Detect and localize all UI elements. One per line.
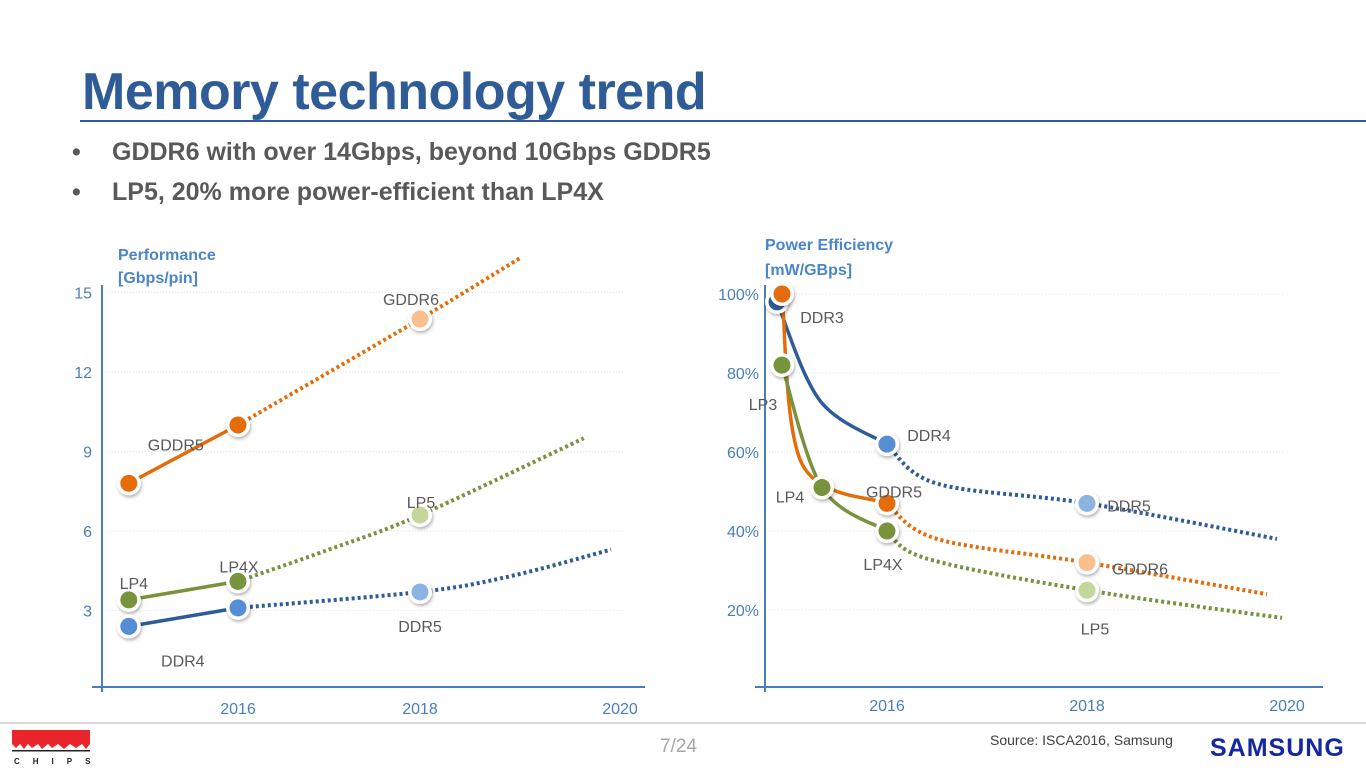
data-point: [1078, 494, 1096, 512]
data-point: [120, 474, 138, 492]
data-point-label: DDR5: [398, 619, 442, 636]
data-point: [229, 416, 247, 434]
footer-divider: [0, 722, 1366, 724]
samsung-logo: SAMSUNG: [1210, 734, 1345, 762]
bullet-text: GDDR6 with over 14Gbps, beyond 10Gbps GD…: [112, 138, 711, 166]
data-point-label: GDDR6: [1112, 562, 1168, 579]
slide-title: Memory technology trend: [82, 63, 707, 121]
series-projection-line: [885, 501, 1268, 597]
power-efficiency-chart: 20% 40% 60% 80% 100% 2016 2018 2020 Power Effici…: [718, 237, 1323, 715]
y-tick-label: 12: [74, 365, 92, 382]
y-tick-label: 80%: [727, 366, 759, 383]
bullet-list: • GDDR6 with over 14Gbps, beyond 10Gbps G…: [72, 132, 711, 212]
data-point: [878, 522, 896, 540]
y-tick-label: 60%: [727, 445, 759, 462]
data-point-label: LP5: [407, 495, 436, 512]
series-line: [128, 579, 239, 602]
series-projection-line: [236, 256, 522, 427]
data-point: [411, 310, 429, 328]
x-tick-label: 2020: [1269, 698, 1305, 715]
data-point-label: GDDR5: [148, 437, 204, 454]
y-tick-label: 6: [83, 524, 92, 541]
y-tick-label: 9: [83, 445, 92, 462]
y-axis-title: [mW/GBps]: [765, 262, 852, 279]
svg-text:CHIPS: CHIPS: [14, 757, 92, 766]
data-point: [229, 572, 247, 590]
bullet-icon: •: [72, 178, 81, 206]
series-projection-line: [237, 436, 585, 584]
y-tick-label: 3: [83, 604, 92, 621]
data-point-label: LP4: [120, 576, 149, 593]
y-axis-title: Performance: [118, 247, 216, 264]
data-point: [411, 583, 429, 601]
series-projection-line: [885, 529, 1283, 620]
hot-chips-logo: CHIPS: [12, 730, 92, 766]
x-tick-label: 2016: [869, 698, 905, 715]
x-tick-label: 2018: [1069, 698, 1105, 715]
y-tick-label: 20%: [727, 603, 759, 620]
x-tick-label: 2018: [402, 701, 438, 718]
y-tick-label: 40%: [727, 524, 759, 541]
bullet-text: LP5, 20% more power-efficient than LP4X: [112, 178, 604, 206]
y-axis-title: Power Efficiency: [765, 237, 893, 254]
data-point-label: DDR3: [800, 310, 844, 327]
y-tick-label: 15: [74, 286, 92, 303]
data-point: [773, 285, 791, 303]
series-line: [127, 423, 239, 485]
y-tick-label: 100%: [718, 287, 759, 304]
data-point-label: DDR4: [907, 428, 951, 445]
data-point: [878, 494, 896, 512]
bullet-icon: •: [72, 138, 81, 166]
data-point: [813, 479, 831, 497]
series-line: [780, 293, 888, 505]
y-axis-title: [Gbps/pin]: [118, 270, 198, 287]
data-point-label: GDDR5: [866, 484, 922, 501]
x-tick-label: 2020: [602, 701, 638, 718]
series-projection-line: [885, 442, 1278, 541]
data-point-label: DDR4: [161, 653, 205, 670]
data-point-label: DDR5: [1107, 498, 1151, 515]
data-point-label: LP4X: [863, 557, 902, 574]
source-note: Source: ISCA2016, Samsung: [990, 732, 1173, 748]
data-point: [878, 435, 896, 453]
data-point-label: LP3: [749, 397, 778, 414]
series-line: [128, 606, 239, 629]
bullet-item: • LP5, 20% more power-efficient than LP4X: [72, 172, 711, 212]
series-projection-line: [237, 547, 612, 610]
data-point: [411, 506, 429, 524]
data-point: [120, 591, 138, 609]
data-point-label: LP4X: [219, 559, 258, 576]
data-point: [229, 599, 247, 617]
performance-chart: 3 6 9 12 15 2016 2018 2020 Performance [Gbps/pin]…: [74, 247, 645, 718]
data-point-label: LP5: [1081, 621, 1110, 638]
data-point: [120, 617, 138, 635]
bullet-item: • GDDR6 with over 14Gbps, beyond 10Gbps G…: [72, 132, 711, 172]
data-point: [1078, 581, 1096, 599]
title-divider: [80, 120, 1366, 122]
data-point: [773, 356, 791, 374]
data-point: [1078, 554, 1096, 572]
data-point-label: LP4: [776, 490, 805, 507]
data-point-label: GDDR6: [383, 292, 439, 309]
page-number: 7/24: [660, 736, 697, 757]
x-tick-label: 2016: [220, 701, 256, 718]
